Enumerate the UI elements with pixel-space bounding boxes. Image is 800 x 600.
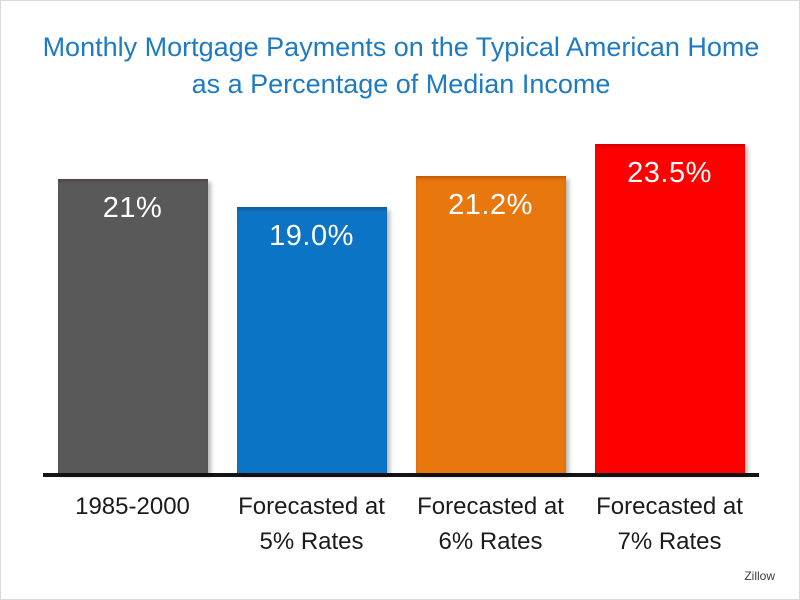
bar-column-forecast-7pct: 23.5% (580, 137, 759, 473)
category-label-line: Forecasted at (417, 493, 564, 520)
category-label-line: 5% Rates (259, 528, 364, 555)
chart-title: Monthly Mortgage Payments on the Typical… (42, 32, 760, 99)
category-label-forecast-7pct: Forecasted at 7% Rates (580, 489, 759, 559)
category-label-line: 7% Rates (617, 528, 722, 555)
bar-chart: 21% 19.0% 21.2% 23.5% (43, 137, 759, 473)
bar-value-label: 19.0% (269, 220, 354, 252)
category-label-line: 6% Rates (438, 528, 543, 555)
category-label-forecast-6pct: Forecasted at 6% Rates (401, 489, 580, 559)
bar: 19.0% (236, 207, 387, 473)
category-label-line: Forecasted at (596, 493, 743, 520)
category-label-line: Forecasted at (238, 493, 385, 520)
category-label-forecast-5pct: Forecasted at 5% Rates (222, 489, 401, 559)
category-label-1985-2000: 1985-2000 (43, 489, 222, 524)
bar-column-1985-2000: 21% (43, 137, 222, 473)
source-attribution: Zillow (744, 569, 775, 583)
bar-column-forecast-5pct: 19.0% (222, 137, 401, 473)
bar-column-forecast-6pct: 21.2% (401, 137, 580, 473)
bar-value-label: 23.5% (627, 157, 712, 189)
x-axis-line (43, 473, 759, 477)
bar: 21.2% (415, 176, 566, 473)
category-label-line: 1985-2000 (75, 493, 190, 520)
bar: 23.5% (594, 144, 745, 473)
category-labels: 1985-2000 Forecasted at 5% Rates Forecas… (43, 489, 759, 559)
bar-value-label: 21.2% (448, 189, 533, 222)
bar: 21% (57, 179, 208, 473)
bar-value-label: 21% (102, 192, 163, 224)
